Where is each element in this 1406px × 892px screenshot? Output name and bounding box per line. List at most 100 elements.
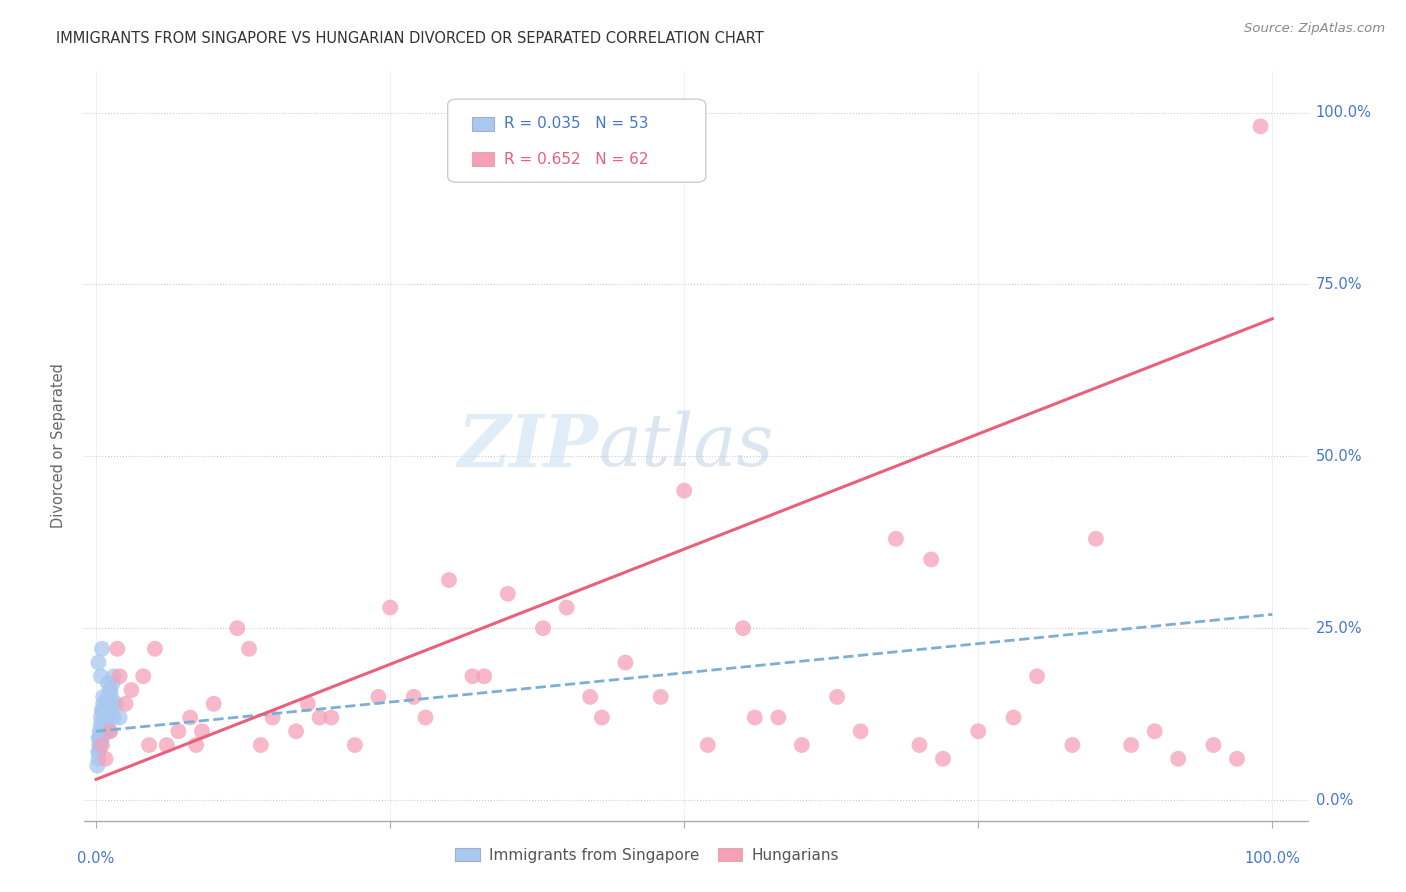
Point: [103, 669, 125, 683]
Point: [114, 697, 136, 711]
Point: [650, 690, 672, 704]
Point: [790, 738, 813, 752]
Point: [98, 704, 121, 718]
Point: [97, 704, 120, 718]
FancyBboxPatch shape: [472, 117, 494, 130]
Y-axis label: Divorced or Separated: Divorced or Separated: [51, 364, 66, 528]
Point: [94, 752, 117, 766]
Point: [89, 738, 111, 752]
Point: [380, 600, 402, 615]
Text: 0.0%: 0.0%: [1316, 792, 1353, 807]
Point: [87, 745, 110, 759]
Point: [731, 621, 754, 635]
Point: [93, 724, 115, 739]
Text: atlas: atlas: [598, 410, 773, 482]
Point: [673, 483, 696, 498]
Point: [967, 724, 990, 739]
Point: [91, 738, 114, 752]
Point: [156, 738, 179, 752]
Point: [98, 724, 121, 739]
Text: 0.0%: 0.0%: [77, 851, 115, 866]
Point: [98, 697, 121, 711]
Point: [825, 690, 848, 704]
Text: 25.0%: 25.0%: [1316, 621, 1362, 636]
Point: [94, 717, 117, 731]
Point: [226, 621, 249, 635]
Point: [849, 724, 872, 739]
Point: [89, 738, 111, 752]
Text: ZIP: ZIP: [457, 410, 598, 482]
Point: [98, 724, 121, 739]
Point: [367, 690, 389, 704]
Point: [91, 697, 114, 711]
Point: [138, 738, 160, 752]
Point: [461, 669, 484, 683]
Point: [768, 710, 790, 724]
Point: [98, 683, 121, 698]
Point: [402, 690, 425, 704]
Point: [472, 669, 495, 683]
Point: [184, 738, 207, 752]
Point: [908, 738, 931, 752]
Point: [97, 676, 120, 690]
Point: [297, 697, 319, 711]
Point: [167, 724, 190, 739]
Point: [579, 690, 602, 704]
Point: [87, 731, 110, 746]
Point: [98, 683, 121, 698]
Point: [285, 724, 308, 739]
Text: 100.0%: 100.0%: [1244, 851, 1301, 866]
Point: [93, 704, 115, 718]
Point: [1250, 120, 1272, 134]
Point: [93, 710, 115, 724]
Point: [90, 669, 112, 683]
Point: [696, 738, 718, 752]
Point: [932, 752, 955, 766]
Point: [91, 690, 114, 704]
Point: [100, 704, 122, 718]
Point: [90, 710, 112, 724]
Point: [120, 683, 142, 698]
Point: [97, 690, 120, 704]
Point: [89, 724, 111, 739]
Point: [87, 656, 110, 670]
Text: IMMIGRANTS FROM SINGAPORE VS HUNGARIAN DIVORCED OR SEPARATED CORRELATION CHART: IMMIGRANTS FROM SINGAPORE VS HUNGARIAN D…: [56, 31, 763, 46]
Point: [202, 697, 225, 711]
Point: [920, 552, 942, 566]
Point: [1026, 669, 1049, 683]
Point: [531, 621, 554, 635]
Point: [1143, 724, 1166, 739]
Point: [321, 710, 343, 724]
Point: [884, 532, 907, 546]
Point: [1226, 752, 1249, 766]
Point: [91, 710, 114, 724]
Text: 100.0%: 100.0%: [1316, 105, 1372, 120]
Point: [91, 704, 114, 718]
Text: 75.0%: 75.0%: [1316, 277, 1362, 292]
Point: [415, 710, 437, 724]
Point: [97, 697, 120, 711]
Point: [101, 697, 124, 711]
Point: [1167, 752, 1189, 766]
Point: [91, 717, 114, 731]
Point: [108, 710, 131, 724]
Point: [143, 641, 166, 656]
Point: [90, 731, 112, 746]
Point: [105, 641, 128, 656]
Text: R = 0.652   N = 62: R = 0.652 N = 62: [503, 152, 648, 167]
Point: [614, 656, 637, 670]
Point: [1202, 738, 1225, 752]
Point: [437, 573, 460, 587]
Text: R = 0.035   N = 53: R = 0.035 N = 53: [503, 116, 648, 131]
Point: [103, 710, 125, 724]
Point: [96, 717, 118, 731]
Point: [94, 710, 117, 724]
Point: [591, 710, 613, 724]
Point: [179, 710, 201, 724]
Point: [91, 704, 114, 718]
Point: [96, 717, 118, 731]
Point: [86, 758, 108, 772]
FancyBboxPatch shape: [472, 153, 494, 166]
Text: Source: ZipAtlas.com: Source: ZipAtlas.com: [1244, 22, 1385, 36]
Point: [94, 724, 117, 739]
